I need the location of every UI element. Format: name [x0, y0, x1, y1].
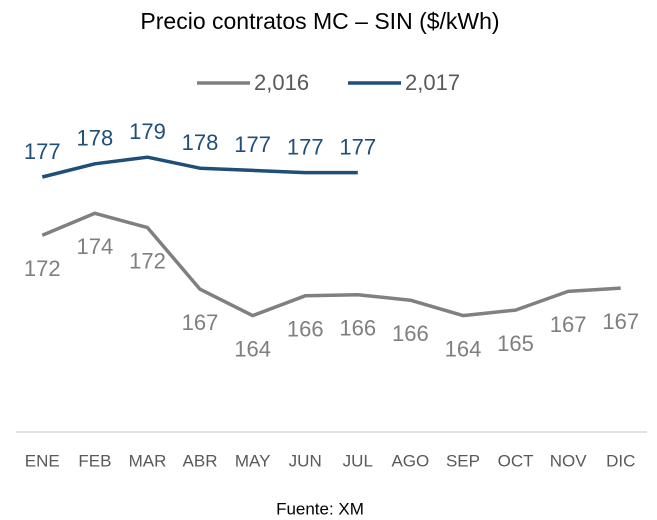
chart-title: Precio contratos MC – SIN ($/kWh) — [140, 8, 499, 34]
x-tick-label: MAY — [235, 451, 271, 470]
data-label: 167 — [602, 309, 639, 334]
x-tick-label: JUL — [343, 451, 373, 470]
x-tick-label: NOV — [550, 451, 588, 470]
x-tick-label: DIC — [606, 451, 635, 470]
x-tick-label: ABR — [183, 451, 218, 470]
data-label: 164 — [445, 336, 482, 361]
data-label: 167 — [550, 312, 587, 337]
data-label: 166 — [287, 317, 324, 342]
x-tick-label: MAR — [129, 451, 167, 470]
x-tick-label: ENE — [25, 451, 60, 470]
legend-label: 2,017 — [405, 70, 460, 95]
data-label: 178 — [77, 126, 114, 151]
data-label: 177 — [234, 132, 271, 157]
data-label: 177 — [24, 139, 61, 164]
data-label: 164 — [234, 336, 271, 361]
legend-label: 2,016 — [254, 70, 309, 95]
data-label: 177 — [287, 134, 324, 159]
data-label: 179 — [129, 119, 166, 144]
data-label: 178 — [182, 130, 219, 155]
data-label: 166 — [392, 321, 429, 346]
data-label: 166 — [339, 316, 376, 341]
x-tick-label: AGO — [391, 451, 429, 470]
series-line — [41, 155, 358, 179]
x-tick-label: SEP — [446, 451, 480, 470]
data-label: 172 — [24, 256, 61, 281]
x-tick-label: OCT — [498, 451, 534, 470]
data-label: 174 — [77, 234, 114, 259]
source: Fuente: XM — [276, 499, 364, 518]
x-tick-label: JUN — [289, 451, 322, 470]
data-label: 165 — [497, 331, 534, 356]
x-tick-label: FEB — [78, 451, 111, 470]
series-line — [41, 211, 621, 318]
data-label: 177 — [339, 134, 376, 159]
data-label: 172 — [129, 248, 166, 273]
data-label: 167 — [182, 310, 219, 335]
